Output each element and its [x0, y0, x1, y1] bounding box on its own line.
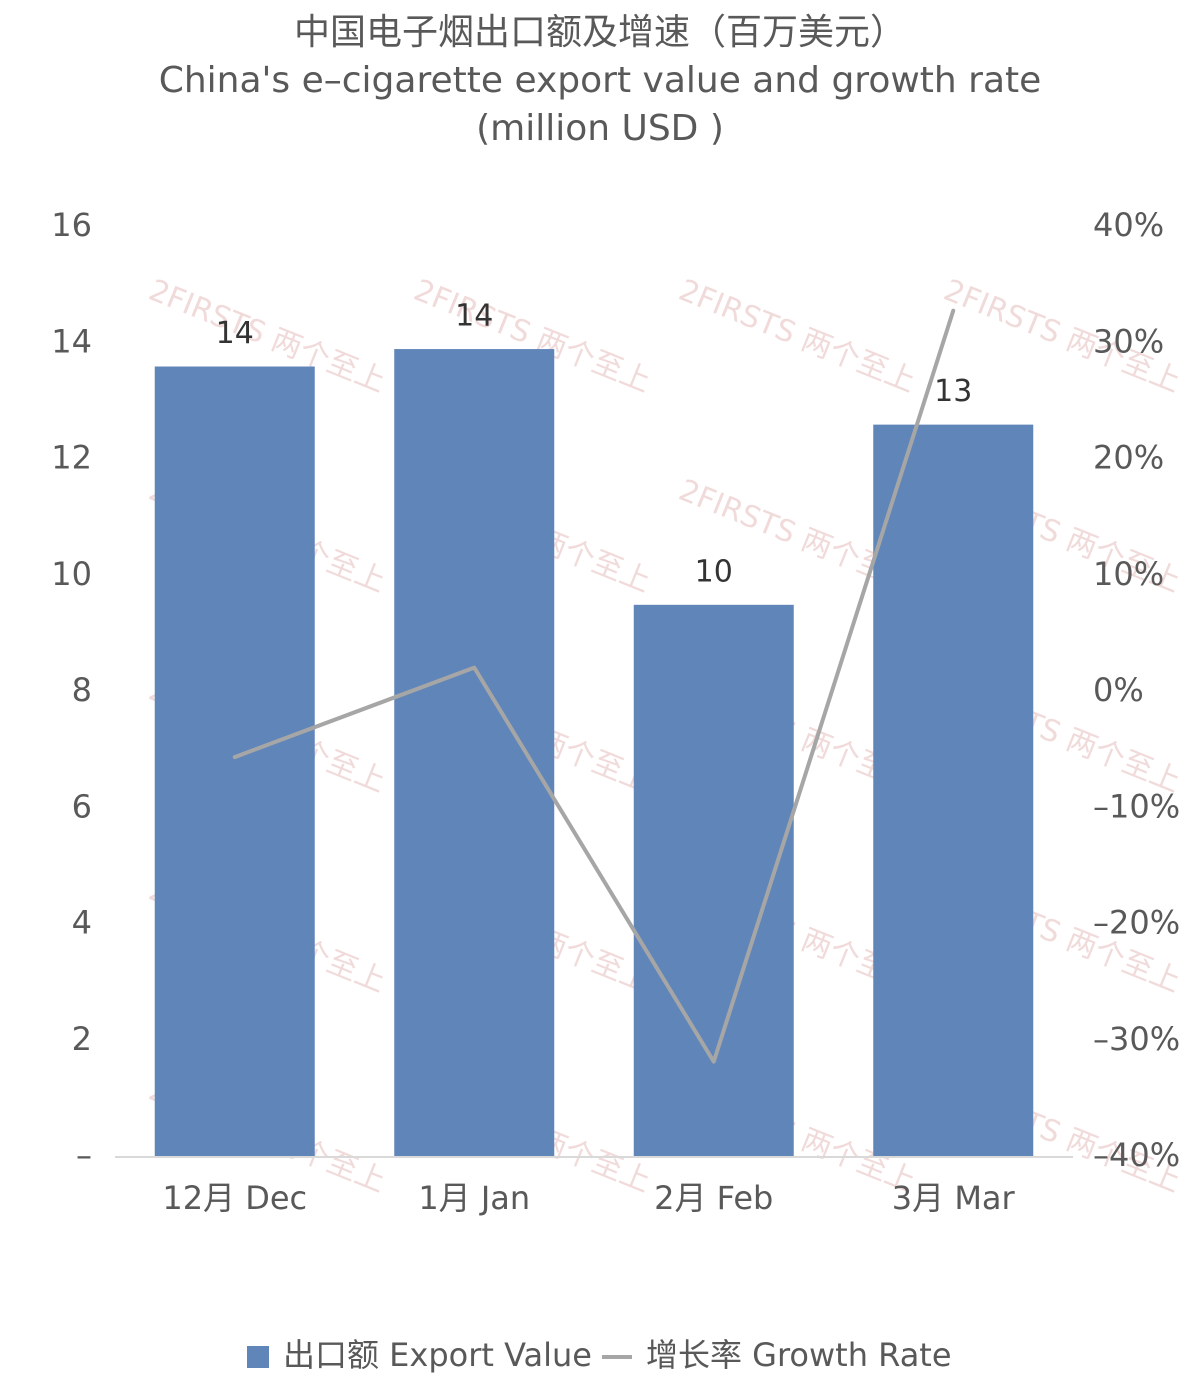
y-tick-label: 10 [51, 555, 92, 593]
chart-title: 中国电子烟出口额及增速（百万美元） [294, 12, 906, 53]
y-tick-label: 8 [72, 671, 92, 709]
x-tick-label: 1月 Jan [418, 1179, 530, 1217]
legend-swatch [247, 1346, 269, 1368]
bar [873, 424, 1034, 1157]
y2-tick-label: 40% [1093, 206, 1164, 244]
bar [394, 349, 555, 1157]
x-tick-label: 2月 Feb [654, 1179, 773, 1217]
y2-tick-label: –40% [1093, 1136, 1180, 1174]
data-label: 10 [695, 554, 733, 589]
bar [633, 604, 794, 1157]
line [232, 308, 956, 1064]
y-tick-label: 6 [72, 787, 92, 825]
y2-tick-label: –10% [1093, 787, 1180, 825]
chart-title: (million USD ) [476, 108, 724, 149]
data-label: 14 [455, 299, 493, 334]
legend: 出口额 Export Value 增长率 Growth Rate [247, 1336, 952, 1374]
chart-title: China's e–cigarette export value and gro… [159, 60, 1042, 101]
y2-tick-label: 0% [1093, 671, 1144, 709]
data-label: 14 [216, 316, 254, 351]
y-tick-label: 16 [51, 206, 92, 244]
y2-tick-label: –30% [1093, 1020, 1180, 1058]
legend-label: 增长率 Growth Rate [646, 1336, 952, 1374]
watermark: 2FIRSTS 两个至上 [674, 273, 921, 400]
y2-tick-label: –20% [1093, 904, 1180, 942]
y-tick-label: 14 [51, 322, 92, 360]
legend-label: 出口额 Export Value [283, 1336, 592, 1374]
y2-tick-label: 30% [1093, 322, 1164, 360]
x-tick-label: 12月 Dec [162, 1179, 307, 1217]
bar [154, 366, 315, 1157]
y-tick-label: – [76, 1136, 92, 1174]
y2-tick-label: 20% [1093, 439, 1164, 477]
y-tick-label: 12 [51, 439, 92, 477]
x-tick-label: 3月 Mar [892, 1179, 1016, 1217]
data-label: 13 [934, 374, 972, 409]
y2-tick-label: 10% [1093, 555, 1164, 593]
y-tick-label: 4 [72, 904, 92, 942]
y-tick-label: 2 [72, 1020, 92, 1058]
